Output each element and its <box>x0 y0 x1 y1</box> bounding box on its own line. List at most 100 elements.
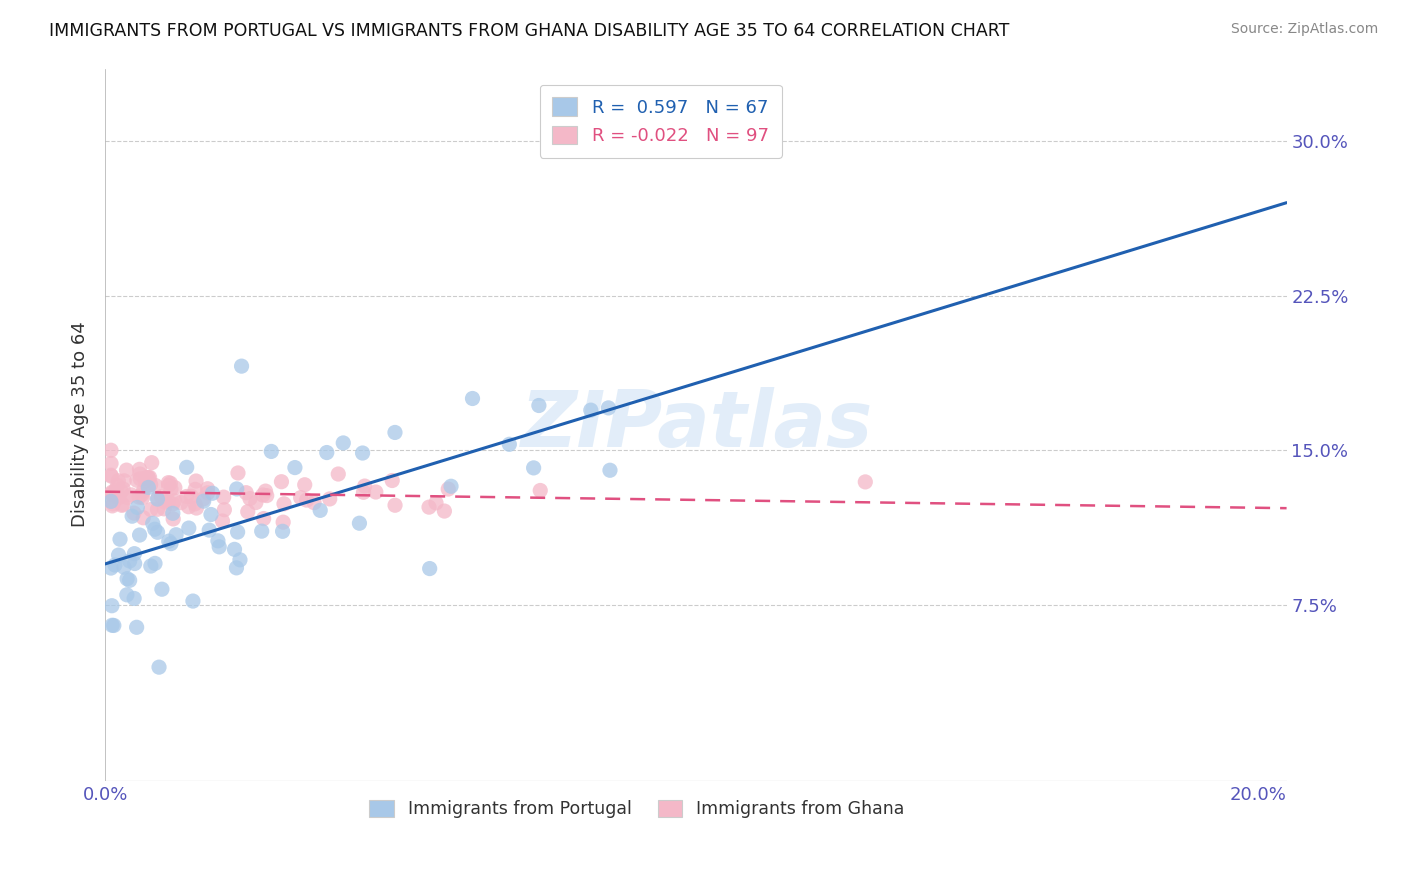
Point <box>260 444 283 458</box>
Point <box>163 481 186 495</box>
Point <box>181 594 204 608</box>
Point <box>433 504 456 518</box>
Point <box>157 478 180 492</box>
Point <box>100 486 122 500</box>
Point <box>131 491 153 505</box>
Point <box>523 461 546 475</box>
Point <box>142 516 165 531</box>
Point <box>153 501 176 516</box>
Point <box>159 476 181 491</box>
Point <box>579 403 602 417</box>
Point <box>121 509 143 524</box>
Text: Source: ZipAtlas.com: Source: ZipAtlas.com <box>1230 22 1378 37</box>
Point <box>256 489 278 503</box>
Point <box>139 477 162 491</box>
Point <box>101 485 124 500</box>
Point <box>100 468 122 483</box>
Point <box>101 499 124 513</box>
Point <box>128 490 150 504</box>
Point <box>498 437 520 451</box>
Point <box>100 443 122 458</box>
Point <box>853 475 876 489</box>
Point <box>101 489 124 503</box>
Point <box>122 506 145 520</box>
Point <box>419 561 441 575</box>
Point <box>112 482 135 496</box>
Point <box>131 487 153 501</box>
Point <box>134 474 156 488</box>
Point <box>162 497 184 511</box>
Point <box>162 506 184 520</box>
Point <box>115 463 138 477</box>
Point <box>150 490 173 504</box>
Point <box>284 460 307 475</box>
Point <box>146 491 169 506</box>
Point <box>100 457 122 471</box>
Point <box>136 470 159 484</box>
Point <box>160 536 183 550</box>
Text: ZIPatlas: ZIPatlas <box>520 386 872 463</box>
Point <box>252 488 274 502</box>
Point <box>225 561 247 575</box>
Point <box>118 574 141 588</box>
Point <box>165 527 187 541</box>
Point <box>180 489 202 503</box>
Point <box>332 436 354 450</box>
Point <box>122 591 145 606</box>
Point <box>381 474 404 488</box>
Point <box>364 485 387 500</box>
Point <box>127 500 149 515</box>
Point <box>112 560 135 574</box>
Point <box>201 486 224 500</box>
Point <box>103 618 125 632</box>
Point <box>111 497 134 511</box>
Point <box>302 495 325 509</box>
Point <box>118 554 141 568</box>
Point <box>139 559 162 574</box>
Point <box>207 533 229 548</box>
Point <box>349 516 371 531</box>
Point <box>290 491 312 505</box>
Text: IMMIGRANTS FROM PORTUGAL VS IMMIGRANTS FROM GHANA DISABILITY AGE 35 TO 64 CORREL: IMMIGRANTS FROM PORTUGAL VS IMMIGRANTS F… <box>49 22 1010 40</box>
Point <box>146 525 169 540</box>
Point <box>231 359 253 373</box>
Point <box>254 484 277 499</box>
Point <box>104 558 127 572</box>
Point <box>211 514 233 528</box>
Point <box>271 515 294 529</box>
Point <box>146 491 169 506</box>
Point <box>120 488 142 502</box>
Point <box>148 660 170 674</box>
Point <box>108 491 131 505</box>
Point <box>235 485 257 500</box>
Point <box>184 474 207 488</box>
Point <box>157 534 180 549</box>
Point <box>135 471 157 485</box>
Point <box>273 497 295 511</box>
Point <box>117 491 139 505</box>
Point <box>153 495 176 509</box>
Point <box>437 482 460 496</box>
Point <box>315 445 337 459</box>
Legend: Immigrants from Portugal, Immigrants from Ghana: Immigrants from Portugal, Immigrants fro… <box>363 793 911 825</box>
Point <box>110 484 132 499</box>
Point <box>138 470 160 484</box>
Point <box>100 469 122 483</box>
Point <box>101 599 124 613</box>
Point <box>145 478 167 492</box>
Point <box>143 522 166 536</box>
Point <box>270 475 292 489</box>
Point <box>352 446 374 460</box>
Point <box>160 482 183 496</box>
Point <box>184 483 207 497</box>
Point <box>157 494 180 508</box>
Point <box>200 508 222 522</box>
Point <box>239 491 262 506</box>
Point <box>115 588 138 602</box>
Point <box>138 471 160 485</box>
Point <box>250 524 273 538</box>
Point <box>295 493 318 508</box>
Point <box>599 463 621 477</box>
Point <box>226 524 249 539</box>
Point <box>176 490 198 504</box>
